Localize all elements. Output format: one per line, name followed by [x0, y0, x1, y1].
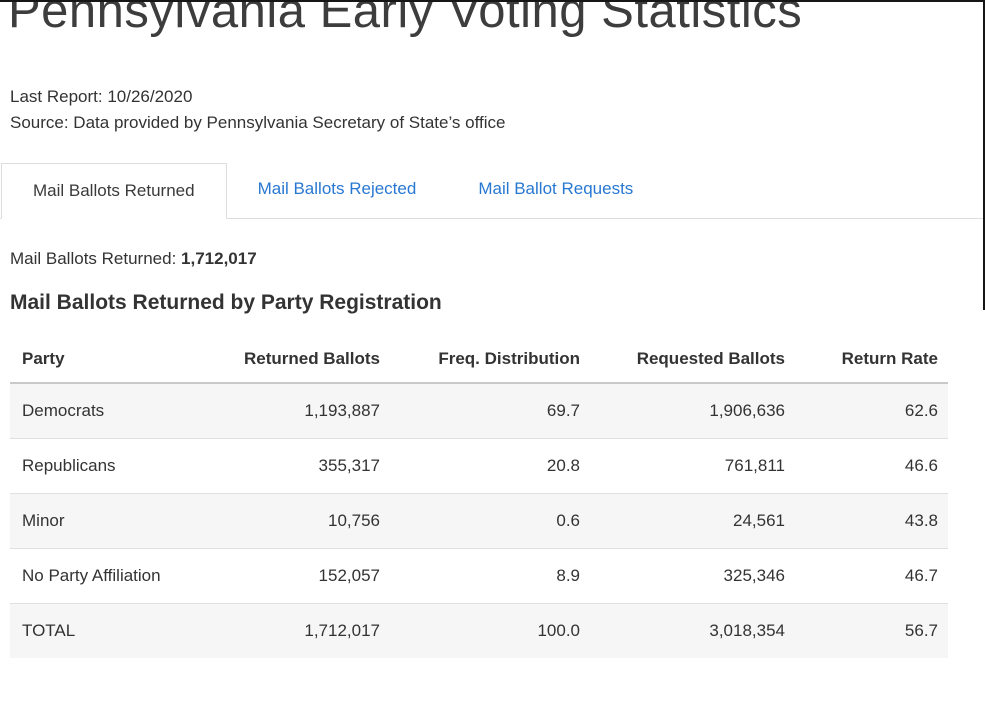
cell-freq-distribution: 0.6 — [556, 510, 580, 530]
cell-return-rate: 56.7 — [904, 620, 938, 640]
cell-requested-ballots: 325,346 — [723, 565, 785, 585]
cell-party: Democrats — [22, 400, 105, 420]
summary-value: 1,712,017 — [181, 248, 257, 268]
table-row-democrats: Democrats 1,193,887 69.7 1,906,636 62.6 — [10, 382, 948, 439]
cell-freq-distribution: 69.7 — [546, 400, 580, 420]
cell-freq-distribution: 8.9 — [556, 565, 580, 585]
page-title: Pennsylvania Early Voting Statistics — [8, 0, 803, 38]
cell-return-rate: 46.6 — [904, 455, 938, 475]
cell-return-rate: 46.7 — [904, 565, 938, 585]
cell-requested-ballots: 1,906,636 — [709, 400, 785, 420]
cell-requested-ballots: 24,561 — [733, 510, 785, 530]
screen-right-edge — [983, 0, 985, 310]
cell-freq-distribution: 100.0 — [537, 620, 580, 640]
cell-freq-distribution: 20.8 — [546, 455, 580, 475]
cell-party: Republicans — [22, 455, 116, 475]
report-meta: Last Report: 10/26/2020 Source: Data pro… — [10, 84, 985, 136]
cell-returned-ballots: 1,193,887 — [304, 400, 380, 420]
tab-mail-ballot-requests[interactable]: Mail Ballot Requests — [478, 178, 634, 198]
mail-ballots-returned-summary: Mail Ballots Returned: 1,712,017 — [10, 247, 985, 271]
section-heading: Mail Ballots Returned by Party Registrat… — [10, 290, 442, 314]
party-registration-table: Party Returned Ballots Freq. Distributio… — [10, 339, 948, 658]
col-header-returned-ballots: Returned Ballots — [243, 348, 380, 368]
cell-party: No Party Affiliation — [22, 565, 161, 585]
table-row-republicans: Republicans 355,317 20.8 761,811 46.6 — [10, 438, 948, 493]
cell-requested-ballots: 761,811 — [724, 455, 785, 475]
cell-return-rate: 43.8 — [904, 510, 938, 530]
col-header-requested-ballots: Requested Ballots — [636, 348, 785, 368]
source-text: Source: Data provided by Pennsylvania Se… — [10, 112, 506, 132]
table-row-no-party-affiliation: No Party Affiliation 152,057 8.9 325,346… — [10, 548, 948, 603]
last-report-text: Last Report: 10/26/2020 — [10, 86, 193, 106]
cell-party: TOTAL — [22, 620, 76, 640]
cell-party: Minor — [22, 510, 65, 530]
summary-label: Mail Ballots Returned: — [10, 248, 182, 268]
tab-mail-ballots-returned[interactable]: Mail Ballots Returned — [1, 162, 227, 219]
table-header-row: Party Returned Ballots Freq. Distributio… — [10, 339, 948, 383]
cell-requested-ballots: 3,018,354 — [709, 620, 785, 640]
col-header-freq-distribution: Freq. Distribution — [438, 348, 580, 368]
cell-returned-ballots: 355,317 — [318, 455, 380, 475]
col-header-party: Party — [22, 348, 65, 368]
cell-returned-ballots: 10,756 — [328, 510, 380, 530]
tab-mail-ballots-rejected[interactable]: Mail Ballots Rejected — [257, 178, 417, 198]
screen-top-edge — [0, 0, 985, 2]
cell-returned-ballots: 1,712,017 — [304, 620, 380, 640]
tab-bar: Mail Ballots Returned Mail Ballots Rejec… — [0, 162, 985, 219]
cell-return-rate: 62.6 — [904, 400, 938, 420]
col-header-return-rate: Return Rate — [841, 348, 938, 368]
table-row-minor: Minor 10,756 0.6 24,561 43.8 — [10, 493, 948, 549]
cell-returned-ballots: 152,057 — [318, 565, 380, 585]
table-row-total: TOTAL 1,712,017 100.0 3,018,354 56.7 — [10, 603, 948, 658]
